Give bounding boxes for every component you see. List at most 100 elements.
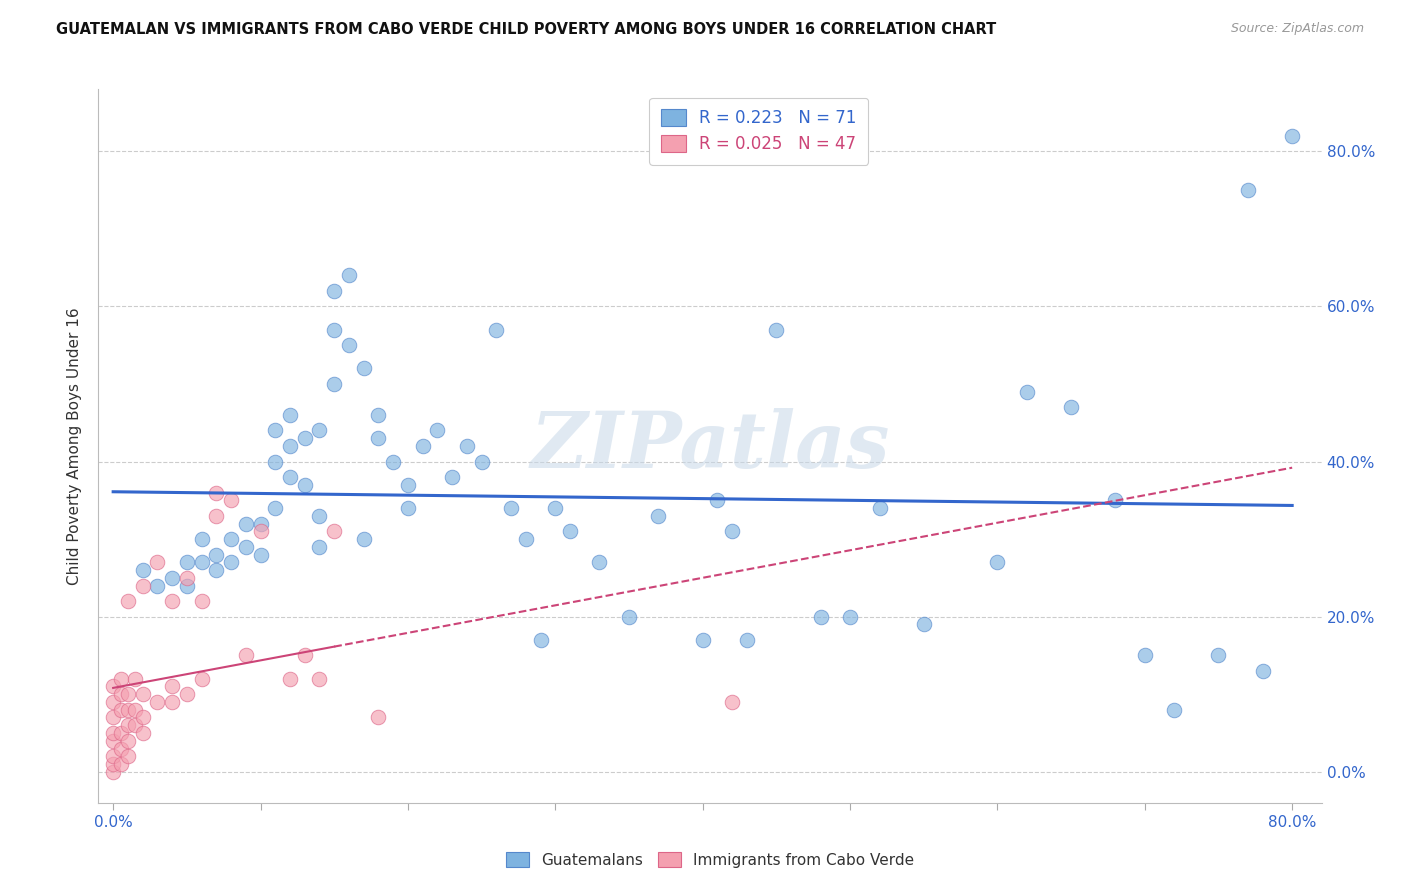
Point <box>323 376 346 391</box>
Point <box>721 695 744 709</box>
Point <box>278 672 301 686</box>
Point <box>110 672 132 686</box>
Point <box>1237 183 1260 197</box>
Point <box>1281 128 1303 143</box>
Point <box>190 532 212 546</box>
Point <box>131 579 153 593</box>
Point <box>337 268 360 283</box>
Point <box>205 548 228 562</box>
Point <box>110 703 132 717</box>
Point <box>353 361 375 376</box>
Point <box>308 672 330 686</box>
Point <box>101 749 124 764</box>
Point <box>124 718 146 732</box>
Point <box>308 424 330 438</box>
Point <box>117 749 139 764</box>
Point <box>176 579 198 593</box>
Point <box>190 555 212 569</box>
Point <box>544 501 567 516</box>
Point <box>499 501 522 516</box>
Point <box>308 540 330 554</box>
Point <box>131 710 153 724</box>
Point <box>117 733 139 747</box>
Point <box>810 609 832 624</box>
Point <box>986 555 1008 569</box>
Point <box>1163 703 1185 717</box>
Point <box>101 757 124 772</box>
Point <box>367 710 389 724</box>
Point <box>176 687 198 701</box>
Point <box>235 648 257 663</box>
Point <box>647 508 669 523</box>
Point <box>323 323 346 337</box>
Point <box>146 555 169 569</box>
Point <box>146 579 169 593</box>
Point <box>235 540 257 554</box>
Point <box>1060 401 1083 415</box>
Point <box>1104 493 1126 508</box>
Point <box>515 532 537 546</box>
Point <box>396 501 419 516</box>
Point <box>706 493 728 508</box>
Text: Source: ZipAtlas.com: Source: ZipAtlas.com <box>1230 22 1364 36</box>
Point <box>264 424 287 438</box>
Point <box>337 338 360 352</box>
Point <box>124 703 146 717</box>
Point <box>382 454 405 468</box>
Point <box>205 485 228 500</box>
Point <box>190 594 212 608</box>
Point <box>117 703 139 717</box>
Point <box>323 524 346 539</box>
Point <box>110 687 132 701</box>
Point <box>353 532 375 546</box>
Y-axis label: Child Poverty Among Boys Under 16: Child Poverty Among Boys Under 16 <box>67 307 83 585</box>
Point <box>249 516 271 531</box>
Legend: Guatemalans, Immigrants from Cabo Verde: Guatemalans, Immigrants from Cabo Verde <box>499 846 921 873</box>
Point <box>190 672 212 686</box>
Point <box>110 757 132 772</box>
Point <box>426 424 449 438</box>
Point <box>1133 648 1156 663</box>
Point <box>117 687 139 701</box>
Point <box>101 726 124 740</box>
Point <box>264 454 287 468</box>
Point <box>735 632 758 647</box>
Point <box>131 726 153 740</box>
Point <box>146 695 169 709</box>
Point <box>323 284 346 298</box>
Point <box>1015 384 1038 399</box>
Point <box>278 470 301 484</box>
Point <box>160 594 183 608</box>
Point <box>131 563 153 577</box>
Point <box>558 524 581 539</box>
Point <box>110 726 132 740</box>
Point <box>101 733 124 747</box>
Point <box>101 695 124 709</box>
Point <box>294 477 316 491</box>
Point <box>160 680 183 694</box>
Point <box>124 672 146 686</box>
Point <box>839 609 862 624</box>
Point <box>367 431 389 445</box>
Point <box>205 508 228 523</box>
Point <box>176 555 198 569</box>
Point <box>294 431 316 445</box>
Point <box>1251 664 1274 678</box>
Point <box>219 555 242 569</box>
Point <box>441 470 464 484</box>
Point <box>412 439 434 453</box>
Point <box>264 501 287 516</box>
Point <box>396 477 419 491</box>
Point <box>249 548 271 562</box>
Point <box>1208 648 1230 663</box>
Point <box>588 555 610 569</box>
Point <box>765 323 787 337</box>
Point <box>219 532 242 546</box>
Point <box>367 408 389 422</box>
Point <box>160 571 183 585</box>
Point <box>294 648 316 663</box>
Point <box>101 680 124 694</box>
Point <box>471 454 494 468</box>
Point <box>308 508 330 523</box>
Text: ZIPatlas: ZIPatlas <box>530 408 890 484</box>
